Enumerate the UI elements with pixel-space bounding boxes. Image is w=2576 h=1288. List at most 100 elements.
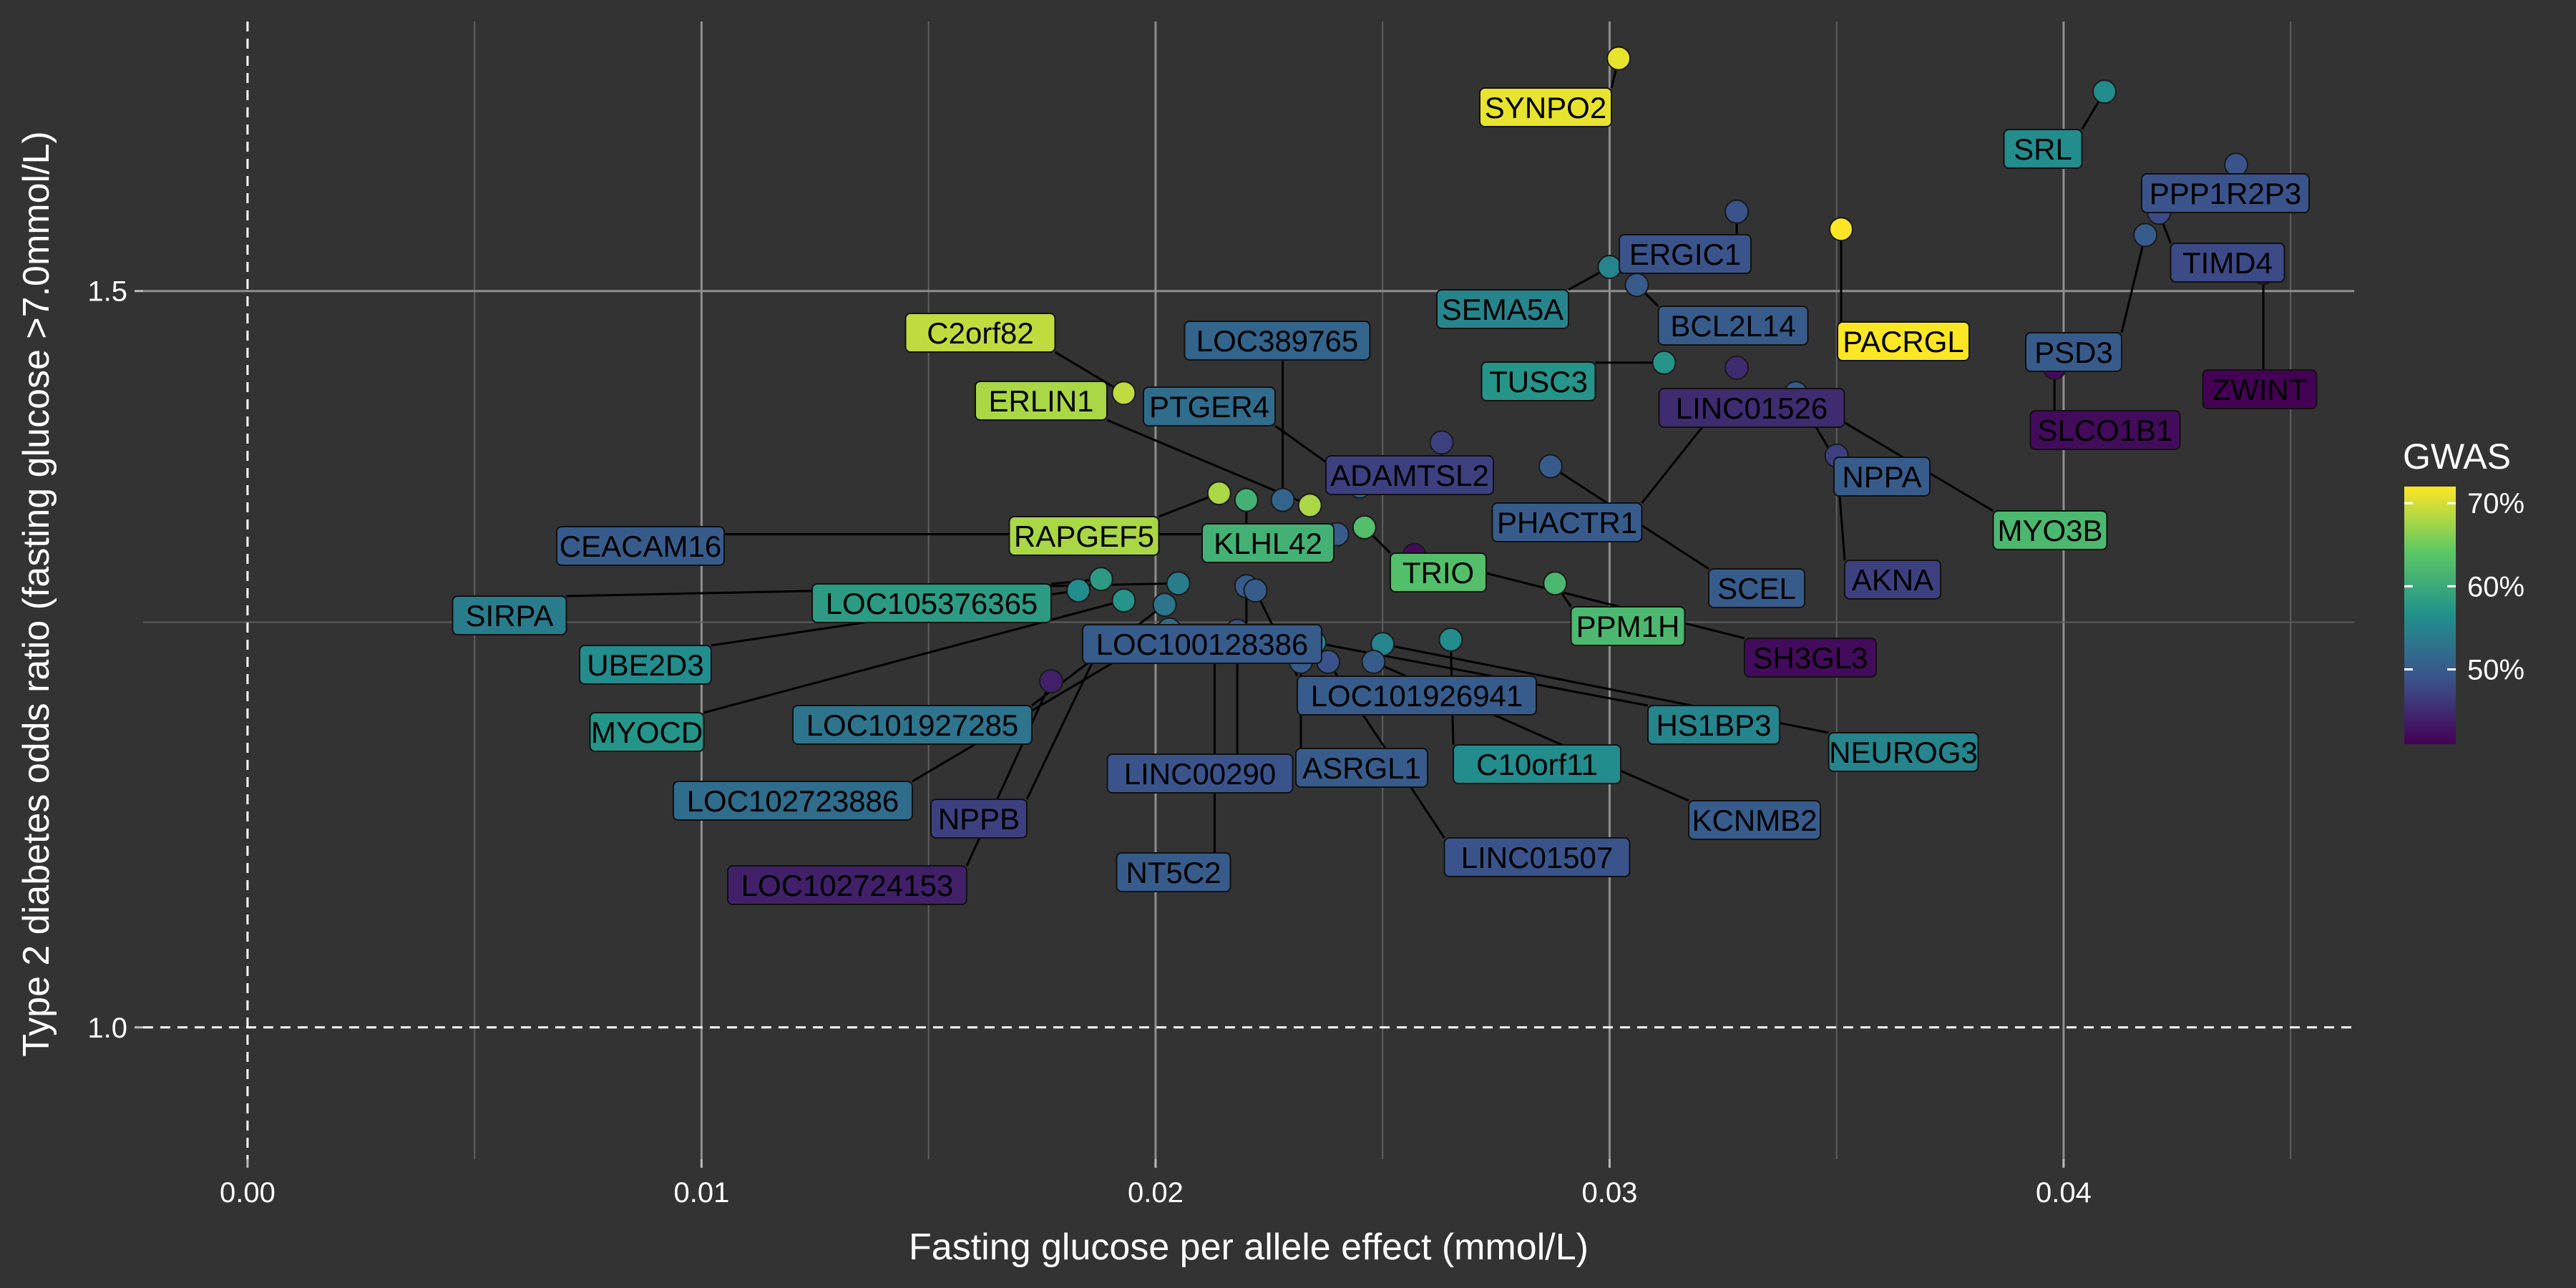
legend-tick-label: 70% [2467, 488, 2524, 519]
point-label-box [1201, 523, 1335, 563]
point-label: SH3GL3 [1744, 638, 1877, 678]
point-label: SRL [2003, 129, 2083, 169]
point-label-box [1480, 361, 1596, 401]
point-label-text: UBE2D3 [587, 648, 703, 682]
x-tick-label: 0.01 [674, 1177, 730, 1209]
point-label: CEACAM16 [556, 526, 725, 566]
point-label-text: C2orf82 [927, 316, 1033, 350]
data-point [1538, 454, 1563, 479]
point-label: NEUROG3 [1828, 732, 1979, 772]
point-label-box [1479, 87, 1612, 127]
data-point [1166, 571, 1191, 596]
point-labels: SYNPO2 SRL PPP1R2P3 ERGIC1 TIMD4 PACRGL PSD3 SE… [452, 87, 2318, 905]
point-label-box [1647, 705, 1780, 745]
point-label-text: ASRGL1 [1302, 751, 1421, 785]
point-label-box [673, 781, 913, 821]
point-label-box [1657, 306, 1809, 346]
point-label-text: LOC102724153 [741, 869, 954, 902]
point-label: PHACTR1 [1491, 502, 1643, 542]
point-label-text: ERGIC1 [1629, 238, 1741, 271]
point-label: LOC101926941 [1297, 675, 1537, 716]
x-tick-label: 0.03 [1581, 1177, 1637, 1209]
data-point [1206, 481, 1231, 506]
point-label-box [2141, 173, 2310, 213]
data-point [1724, 199, 1750, 224]
point-label-text: TRIO [1402, 556, 1474, 590]
point-label-box [975, 381, 1108, 421]
point-label-text: LOC105376365 [826, 587, 1038, 620]
point-label-text: SRL [2014, 132, 2072, 166]
y-axis-title: Type 2 diabetes odds ratio (fasting gluc… [16, 131, 57, 1057]
data-point [1624, 273, 1649, 298]
point-label-box [1106, 753, 1294, 794]
point-label-text: MYO3B [1997, 514, 2102, 547]
point-label-box [1325, 455, 1494, 495]
data-point [1297, 493, 1322, 518]
point-label-box [1619, 234, 1752, 274]
point-label-text: LOC101926941 [1311, 679, 1523, 713]
point-label-box [792, 705, 1033, 745]
data-point [1438, 627, 1463, 652]
point-label-box [1833, 457, 1931, 497]
point-label: PSD3 [2025, 332, 2122, 372]
point-label: SIRPA [452, 595, 567, 635]
point-label: ZWINT [2202, 369, 2318, 409]
point-label: TUSC3 [1480, 361, 1596, 401]
x-tick-label: 0.02 [1128, 1177, 1184, 1209]
data-point [1152, 592, 1177, 618]
point-label: MYO3B [1992, 510, 2108, 550]
y-tick-label: 1.5 [87, 276, 127, 308]
data-point [1361, 649, 1386, 674]
point-label-text: AKNA [1852, 563, 1933, 597]
point-label-box [1116, 852, 1231, 892]
data-point [1829, 217, 1854, 242]
point-label: SLCO1B1 [2029, 410, 2181, 450]
data-point [1038, 668, 1063, 693]
data-point [1088, 567, 1113, 592]
point-label-text: SIRPA [466, 599, 554, 633]
leader-line [703, 599, 1124, 714]
point-label-box [1390, 552, 1487, 592]
point-label-box [1658, 388, 1845, 428]
point-label-box [1008, 516, 1160, 556]
legend-title: GWAS [2403, 436, 2511, 477]
data-point [1270, 487, 1295, 512]
point-label-text: PSD3 [2034, 336, 2113, 369]
point-label: PPM1H [1570, 606, 1686, 646]
x-tick-label: 0.00 [220, 1177, 275, 1209]
point-label: LOC100128386 [1082, 624, 1322, 664]
point-label-text: LOC389765 [1196, 324, 1359, 358]
point-label-box [556, 526, 725, 566]
point-label: NPPA [1833, 457, 1931, 497]
point-label-box [579, 645, 712, 685]
point-label: HS1BP3 [1647, 705, 1780, 745]
reference-lines [143, 21, 2354, 1159]
leader-line [1054, 351, 1125, 394]
data-point [1111, 381, 1136, 406]
point-label-box [1143, 386, 1276, 426]
data-point [2224, 152, 2249, 177]
point-label-text: LOC100128386 [1096, 628, 1309, 661]
point-label: BCL2L14 [1657, 306, 1809, 346]
point-label-box [1453, 744, 1621, 784]
point-label-text: PACRGL [1843, 325, 1964, 358]
point-label-box [2003, 129, 2083, 169]
point-label-box [1992, 510, 2108, 550]
point-label: LOC389765 [1184, 321, 1371, 361]
point-label: ERGIC1 [1619, 234, 1752, 274]
point-label: KLHL42 [1201, 523, 1335, 563]
point-label: ERLIN1 [975, 381, 1108, 421]
point-label: RAPGEF5 [1008, 516, 1160, 556]
point-label: LOC102724153 [727, 865, 967, 905]
point-label: LINC01507 [1443, 837, 1631, 877]
data-point [2092, 79, 2117, 104]
data-point [1429, 430, 1454, 455]
leader-line [1025, 643, 1103, 800]
point-label-box [1708, 568, 1805, 608]
point-label: C10orf11 [1453, 744, 1621, 784]
point-label-text: KCNMB2 [1692, 804, 1817, 837]
point-label-box [1491, 502, 1643, 542]
point-label: SCEL [1708, 568, 1805, 608]
data-point [1597, 255, 1622, 280]
